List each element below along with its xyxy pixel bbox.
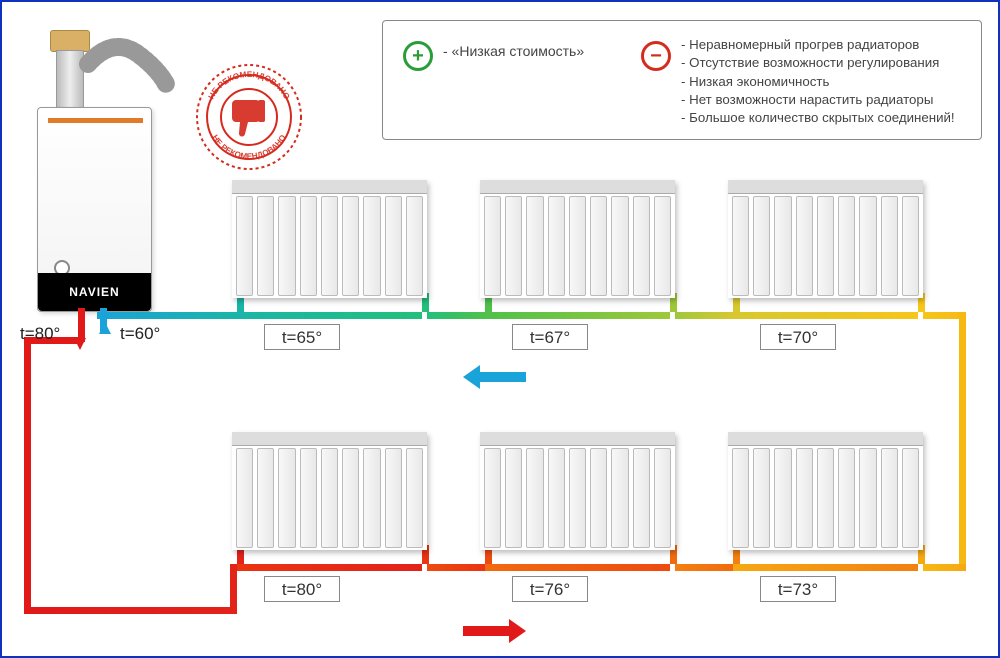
- boiler: NAVIEN: [37, 107, 152, 312]
- pipe-h: [675, 312, 733, 319]
- pipe-h: [923, 564, 966, 571]
- pipe-h: [675, 564, 733, 571]
- con-item: - Нет возможности нарастить радиаторы: [681, 91, 955, 109]
- flow-arrow: [462, 364, 528, 390]
- temperature-label: t=73°: [760, 576, 836, 602]
- radiator: [480, 432, 675, 550]
- pros-list: - «Низкая стоимость»: [443, 43, 584, 59]
- pros-cons-panel: + - «Низкая стоимость» − - Неравномерный…: [382, 20, 982, 140]
- radiator: [232, 432, 427, 550]
- temperature-label: t=67°: [512, 324, 588, 350]
- pro-item: - «Низкая стоимость»: [443, 43, 584, 59]
- pipe-v: [24, 337, 31, 614]
- radiator: [480, 180, 675, 298]
- pipe-v: [959, 312, 966, 564]
- con-item: - Отсутствие возможности регулирования: [681, 54, 955, 72]
- pipe-h: [97, 312, 237, 319]
- supply-temp: t=80°: [20, 324, 60, 344]
- temperature-label: t=76°: [512, 576, 588, 602]
- diagram-frame: + - «Низкая стоимость» − - Неравномерный…: [0, 0, 1000, 658]
- pipe-h: [733, 564, 918, 571]
- pipe-v: [78, 308, 85, 342]
- pipe-h: [24, 607, 237, 614]
- pipe-h: [485, 564, 670, 571]
- flow-arrow: [462, 618, 528, 644]
- radiator: [728, 180, 923, 298]
- return-temp: t=60°: [120, 324, 160, 344]
- con-item: - Низкая экономичность: [681, 73, 955, 91]
- plus-icon: +: [403, 41, 433, 71]
- con-item: - Неравномерный прогрев радиаторов: [681, 36, 955, 54]
- svg-text:НЕ РЕКОМЕНДОВАНО: НЕ РЕКОМЕНДОВАНО: [210, 133, 288, 161]
- temperature-label: t=70°: [760, 324, 836, 350]
- radiator: [728, 432, 923, 550]
- flue-vertical: [56, 50, 84, 108]
- pipe-v: [230, 564, 237, 607]
- boiler-flow-arrow: [74, 338, 86, 350]
- cons-list: - Неравномерный прогрев радиаторов - Отс…: [681, 36, 955, 128]
- con-item: - Большое количество скрытых соединений!: [681, 109, 955, 127]
- pipe-h: [733, 312, 918, 319]
- not-recommended-stamp: НЕ РЕКОМЕНДОВАНО НЕ РЕКОМЕНДОВАНО: [194, 62, 304, 172]
- radiator: [232, 180, 427, 298]
- pipe-h: [427, 312, 485, 319]
- pipe-h: [485, 312, 670, 319]
- pipe-h: [237, 564, 422, 571]
- boiler-brand: NAVIEN: [38, 273, 151, 311]
- flue-cap: [50, 30, 90, 52]
- flue-flex: [88, 44, 168, 89]
- minus-icon: −: [641, 41, 671, 71]
- pipe-h: [427, 564, 485, 571]
- boiler-flow-arrow: [99, 322, 111, 334]
- boiler-accent: [48, 118, 143, 123]
- pipe-h: [237, 312, 422, 319]
- temperature-label: t=80°: [264, 576, 340, 602]
- temperature-label: t=65°: [264, 324, 340, 350]
